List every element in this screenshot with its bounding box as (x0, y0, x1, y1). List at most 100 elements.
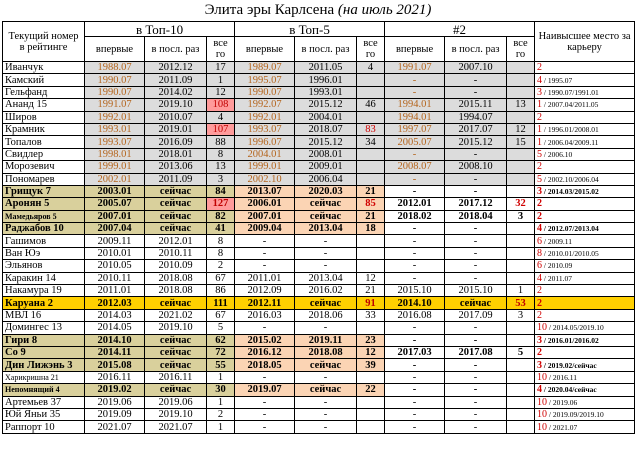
table-cell: 2015.11 (444, 98, 508, 112)
best-place: 4 (537, 272, 543, 284)
table-cell: 46 (356, 98, 386, 112)
table-cell: сейчас (144, 358, 207, 372)
best-place: 1 (537, 124, 543, 136)
player-name: Широв (2, 110, 85, 124)
table-cell: 17 (205, 60, 236, 75)
table-cell: - (384, 395, 446, 409)
table-cell: - (444, 222, 508, 236)
best-period: / 1990.07/1991.01 (543, 87, 599, 97)
table-cell: 83 (356, 122, 386, 137)
best-period: / 2012.07/2013.04 (543, 224, 599, 234)
table-cell: 1993.01 (84, 122, 145, 137)
table-cell: 2002.10 (234, 172, 296, 186)
best-place: 6 (537, 260, 543, 272)
best-cell: 10 / 2019.09/2019.10 (534, 407, 636, 422)
table-cell: 4 (356, 60, 386, 75)
table-cell: 88 (205, 135, 236, 149)
table-cell: сейчас (294, 209, 358, 224)
table-cell: - (444, 234, 508, 248)
best-place: 1 (537, 136, 543, 148)
table-cell (356, 73, 386, 87)
table-cell: - (384, 370, 446, 385)
table-cell: 1992.07 (234, 98, 296, 112)
table-cell: 8 (205, 246, 236, 261)
player-name: Каруана 2 (2, 296, 85, 310)
table-cell: 41 (205, 222, 236, 236)
best-period: / 2002.10/2006.04 (543, 174, 599, 184)
table-cell: - (384, 234, 446, 248)
table-cell: 2018.01 (144, 147, 207, 162)
best-place: 4 (537, 74, 543, 86)
table-cell: 21 (356, 284, 386, 298)
subheader: впервые (384, 36, 446, 62)
table-cell: - (444, 333, 508, 348)
table-cell: 30 (205, 383, 236, 397)
best-cell: 1 / 2006.04/2009.11 (534, 135, 636, 149)
table-cell: 2015.08 (84, 358, 145, 372)
table-cell: 2013.04 (294, 271, 358, 286)
table-cell: 2015.12 (444, 135, 508, 149)
table-cell: 2016.08 (384, 308, 446, 323)
table-cell: 108 (205, 98, 236, 112)
table-cell: - (384, 407, 446, 422)
table-row: Ван Юэ 2010.01 2010.11 8- - - -8 / 2010.01/201… (2, 246, 636, 261)
table-cell: 1999.01 (84, 160, 145, 174)
subheader: впервые (84, 36, 145, 62)
table-cell: 12 (356, 271, 386, 286)
table-cell: 1988.07 (84, 60, 145, 75)
best-cell: 4 / 2012.07/2013.04 (534, 222, 636, 236)
table-cell: 2 (205, 407, 236, 422)
table-cell: 1994.01 (384, 110, 446, 124)
table-cell: 2002.01 (84, 172, 145, 186)
table-cell: 18 (356, 222, 386, 236)
table-cell: - (444, 73, 508, 87)
player-name: Аронян 5 (2, 197, 85, 211)
best-place: 2 (537, 111, 543, 123)
table-cell: - (384, 271, 446, 286)
table-cell: - (234, 246, 296, 261)
table-row: Топалов 1993.07 2016.09 88 1996.07 2015.12 34 2… (2, 135, 636, 149)
best-period: / 2019.06 (548, 397, 578, 407)
table-cell: - (294, 395, 358, 409)
title-line: Элита эры Карлсена (на июль 2021) (0, 0, 636, 21)
table-cell: 1992.01 (84, 110, 145, 124)
table-cell: 1 (506, 284, 536, 298)
table-cell: - (234, 234, 296, 248)
table-cell: - (444, 172, 508, 186)
table-cell: 84 (205, 184, 236, 199)
table-cell: 127 (205, 197, 236, 211)
table-cell: 1994.01 (384, 98, 446, 112)
best-cell: 2 (534, 160, 636, 174)
table-cell: 2017.07 (444, 122, 508, 137)
best-cell: 3 / 2016.01/2016.02 (534, 333, 636, 348)
table-cell (506, 147, 536, 162)
table-cell: 12 (356, 345, 386, 360)
table-cell: 2006.04 (294, 172, 358, 186)
table-cell: 2019.09 (84, 407, 145, 422)
table-cell: - (294, 246, 358, 261)
table-cell: 2008.07 (384, 160, 446, 174)
table-cell: - (234, 370, 296, 385)
table-cell (506, 420, 536, 434)
table-cell: сейчас (144, 222, 207, 236)
table-cell: 1996.01 (294, 73, 358, 87)
best-cell: 2 (534, 345, 636, 360)
player-name: Юй Яньи 35 (2, 407, 85, 422)
table-row: Мамедьяров 5 2007.01 сейчас 82 2007.01 сейчас… (2, 209, 636, 224)
best-cell: 5 / 2006.10 (534, 147, 636, 162)
player-name: Харикришна 21 (2, 370, 85, 385)
table-cell: 5 (506, 345, 536, 360)
best-period: / 2009.11 (543, 236, 572, 246)
table-cell: 2014.10 (84, 333, 145, 348)
best-place: 6 (537, 235, 543, 247)
best-cell: 2 (534, 296, 636, 310)
table-cell: 2008.10 (444, 160, 508, 174)
table-cell (356, 395, 386, 409)
table-cell (506, 160, 536, 174)
table-cell: 1 (205, 370, 236, 385)
table-cell (506, 110, 536, 124)
table-cell (506, 370, 536, 385)
best-period: / 2010.01/2010.05 (543, 249, 599, 259)
table-row: Дин Лижэнь 3 2015.08 сейчас 55 2018.05 сейчас… (2, 358, 636, 372)
